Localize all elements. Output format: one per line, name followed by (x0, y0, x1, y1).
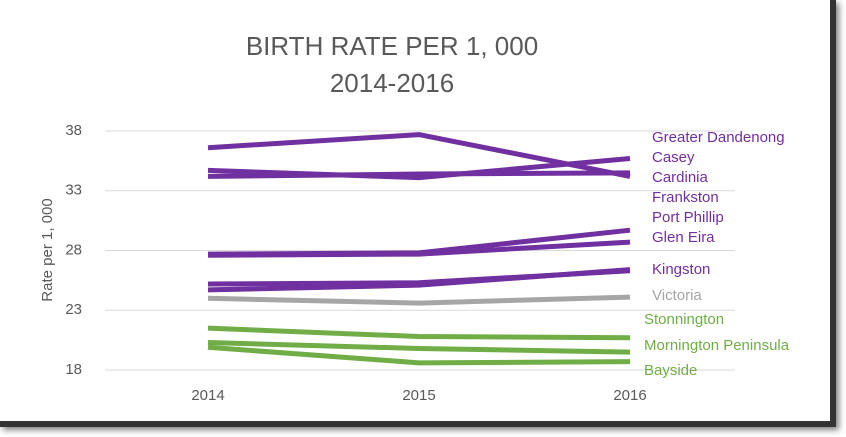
series-label: Bayside (644, 362, 697, 379)
x-tick-label: 2014 (191, 387, 224, 404)
series-line (207, 340, 631, 355)
series-line (207, 155, 631, 181)
series-line (207, 267, 631, 293)
series-line (207, 239, 631, 258)
x-tick-label: 2015 (402, 387, 435, 404)
chart-frame (0, 0, 836, 427)
y-tick-label: 28 (65, 241, 82, 258)
series-label: Glen Eira (652, 229, 715, 246)
series-label: Frankston (652, 189, 719, 206)
series-line (207, 294, 631, 306)
chart-title: BIRTH RATE PER 1, 000 (246, 31, 538, 61)
series-label: Casey (652, 149, 695, 166)
chart: BIRTH RATE PER 1, 000 2014-2016 Rate per… (39, 31, 790, 404)
chart-subtitle: 2014-2016 (330, 68, 454, 98)
series-label: Greater Dandenong (652, 129, 785, 146)
x-tick-label: 2016 (613, 387, 646, 404)
y-tick-label: 23 (65, 301, 82, 318)
y-axis-label: Rate per 1, 000 (39, 198, 56, 301)
series-line (207, 344, 631, 366)
series-label: Port Phillip (652, 209, 724, 226)
series-label: Victoria (652, 287, 702, 304)
y-tick-label: 33 (65, 182, 82, 199)
series-label: Cardinia (652, 169, 709, 186)
series-label: Mornington Peninsula (644, 337, 790, 354)
series-label: Stonnington (644, 311, 724, 328)
y-tick-label: 18 (65, 361, 82, 378)
series-line (207, 170, 631, 179)
series-label: Kingston (652, 261, 710, 278)
y-tick-label: 38 (65, 122, 82, 139)
series-line (207, 325, 631, 341)
